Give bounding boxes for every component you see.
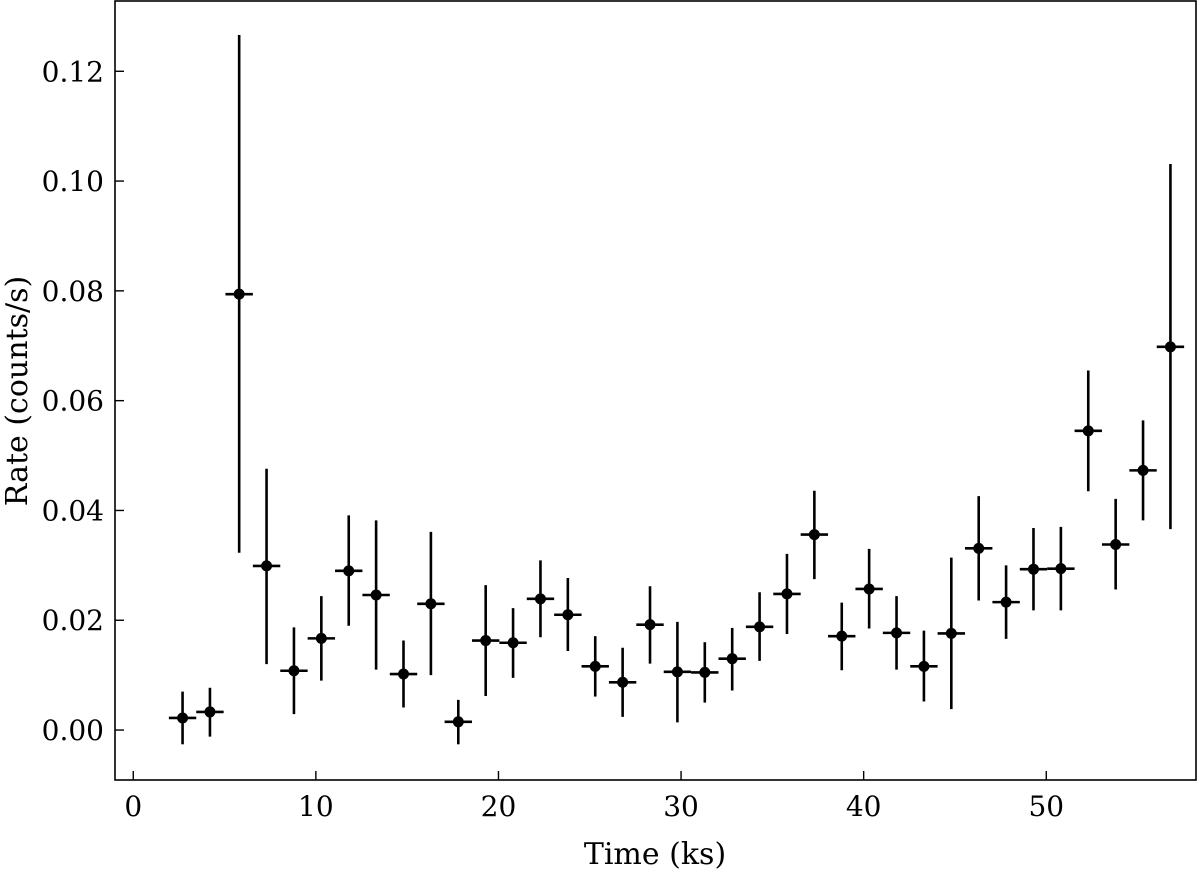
x-tick-label: 10 [298,790,334,823]
data-marker [177,712,189,724]
data-marker [1055,563,1067,575]
data-points [168,35,1185,745]
data-marker [370,589,382,601]
x-tick-label: 50 [1028,790,1064,823]
data-point [1047,526,1075,611]
data-marker [315,632,327,644]
data-point [225,35,253,553]
data-marker [452,716,464,728]
data-point [554,577,582,651]
data-marker [918,660,930,672]
y-tick-label: 0.10 [42,165,104,198]
data-marker [398,668,410,680]
data-marker [891,627,903,639]
x-axis-label: Time (ks) [584,837,726,872]
data-point [1156,164,1185,530]
data-point [910,630,938,702]
data-point [389,640,418,708]
data-marker [1110,538,1122,550]
data-point [526,560,555,638]
y-tick-label: 0.06 [42,385,104,418]
y-tick-label: 0.00 [42,714,104,747]
data-marker [808,529,820,541]
data-marker [863,583,875,595]
data-marker [507,637,519,649]
y-tick-label: 0.08 [42,275,104,308]
data-point [335,515,363,626]
y-tick-label: 0.12 [42,55,104,88]
y-tick-label: 0.02 [42,604,104,637]
data-point [636,586,664,664]
data-point [196,687,224,737]
data-marker [343,565,355,577]
data-point [1074,370,1102,492]
data-marker [1082,425,1094,437]
data-marker [534,593,546,605]
data-point [855,548,883,629]
data-point [362,520,390,670]
data-point [280,627,308,715]
data-point [663,621,692,723]
data-point [992,565,1020,639]
data-point [444,699,472,745]
data-marker [617,676,629,688]
data-marker [1164,341,1176,353]
data-point [691,642,719,703]
data-point [1019,528,1048,611]
x-tick-label: 0 [124,790,142,823]
data-marker [781,588,793,600]
x-tick-label: 30 [663,790,699,823]
y-axis-label: Rate (counts/s) [0,276,35,506]
data-point [882,596,911,670]
data-marker [1137,464,1149,476]
data-point [168,691,197,745]
data-point [581,636,609,697]
data-point [773,553,801,634]
x-tick-label: 20 [481,790,517,823]
data-marker [261,560,273,572]
data-marker [644,619,656,631]
data-marker [945,627,957,639]
data-point [307,596,336,681]
data-point [471,585,500,697]
data-marker [233,288,245,300]
data-point [745,592,774,661]
data-point [499,608,527,678]
data-point [1129,420,1157,521]
data-marker [1027,563,1039,575]
data-marker [1000,596,1012,608]
data-point [828,602,856,671]
data-marker [204,706,216,718]
data-point [965,496,993,601]
y-axis: 0.00 0.02 0.04 0.06 0.08 0.10 0.12 [42,55,124,747]
data-marker [589,660,601,672]
x-axis: 0 10 20 30 40 50 [124,771,1064,823]
data-marker [425,598,437,610]
data-marker [726,653,738,665]
data-marker [973,542,985,554]
data-marker [562,609,574,621]
data-point [718,627,746,691]
data-point [252,468,281,665]
data-marker [671,666,683,678]
data-point [417,531,445,676]
data-point [608,647,637,717]
data-marker [480,635,492,647]
data-marker [288,665,300,677]
y-tick-label: 0.04 [42,494,104,527]
data-point [1101,498,1130,590]
data-marker [754,621,766,633]
axes-frame [114,0,1197,781]
data-point [937,557,966,710]
data-point [800,490,829,580]
data-marker [836,630,848,642]
data-marker [699,666,711,678]
x-tick-label: 40 [846,790,882,823]
